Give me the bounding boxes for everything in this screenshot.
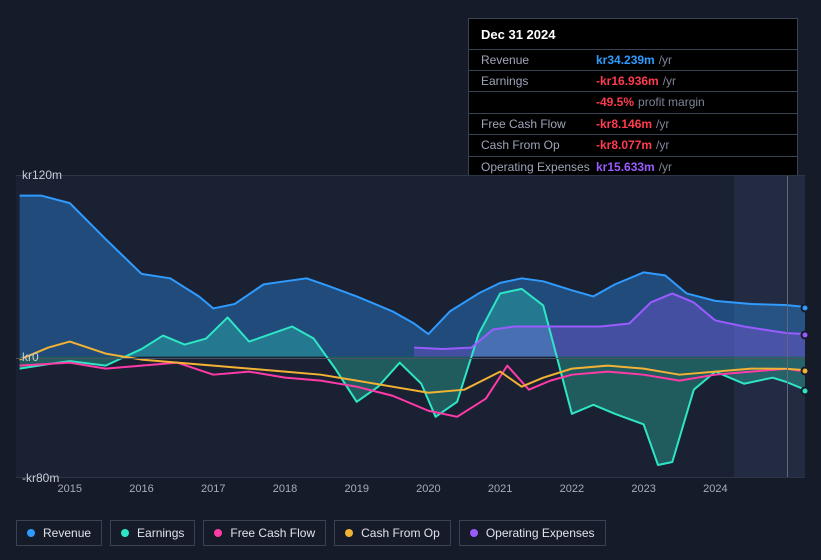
x-axis: 2015 2016 2017 2018 2019 2020 2021 2022 2023 2024 [16, 483, 805, 501]
vertical-marker [787, 176, 788, 477]
legend-label: Cash From Op [361, 526, 440, 540]
legend-label: Earnings [137, 526, 184, 540]
plot-area[interactable] [16, 175, 805, 478]
x-axis-label: 2024 [703, 483, 727, 495]
tooltip-value: -kr8.077m [596, 138, 652, 152]
tooltip-suffix: /yr [659, 53, 672, 67]
legend-dot-icon [121, 529, 129, 537]
legend-dot-icon [470, 529, 478, 537]
financials-chart: kr120mkr0-kr80m 201520162017201820192020… [16, 160, 805, 500]
x-axis-label: 2016 [129, 483, 153, 495]
series-end-dot [801, 367, 810, 376]
tooltip-value: -kr16.936m [596, 74, 659, 88]
series-end-dot [801, 387, 810, 396]
tooltip-row: -49.5% profit margin [469, 91, 797, 112]
tooltip-date: Dec 31 2024 [469, 19, 797, 49]
tooltip-suffix: /yr [656, 138, 669, 152]
zero-line [16, 358, 805, 359]
legend-label: Free Cash Flow [230, 526, 315, 540]
x-axis-label: 2020 [416, 483, 440, 495]
legend-dot-icon [345, 529, 353, 537]
x-axis-label: 2017 [201, 483, 225, 495]
legend-item-earnings[interactable]: Earnings [110, 520, 195, 546]
x-axis-label: 2023 [631, 483, 655, 495]
legend-item-cash-from-op[interactable]: Cash From Op [334, 520, 451, 546]
tooltip-row: Revenuekr34.239m/yr [469, 49, 797, 70]
tooltip-suffix: profit margin [638, 95, 705, 109]
tooltip-row: Free Cash Flow-kr8.146m/yr [469, 113, 797, 134]
tooltip-value: -49.5% [596, 95, 634, 109]
tooltip-label: Revenue [481, 53, 596, 67]
legend-label: Revenue [43, 526, 91, 540]
tooltip-label: Cash From Op [481, 138, 596, 152]
series-end-dot [801, 331, 810, 340]
tooltip-label: Earnings [481, 74, 596, 88]
tooltip-suffix: /yr [656, 117, 669, 131]
data-tooltip: Dec 31 2024 Revenuekr34.239m/yrEarnings-… [468, 18, 798, 178]
tooltip-row: Earnings-kr16.936m/yr [469, 70, 797, 91]
tooltip-value: -kr8.146m [596, 117, 652, 131]
legend-label: Operating Expenses [486, 526, 595, 540]
x-axis-label: 2021 [488, 483, 512, 495]
x-axis-label: 2015 [58, 483, 82, 495]
legend-item-operating-expenses[interactable]: Operating Expenses [459, 520, 606, 546]
legend-item-revenue[interactable]: Revenue [16, 520, 102, 546]
y-axis-label: kr120m [22, 168, 62, 182]
series-end-dot [801, 303, 810, 312]
tooltip-row: Cash From Op-kr8.077m/yr [469, 134, 797, 155]
x-axis-label: 2018 [273, 483, 297, 495]
tooltip-label: Free Cash Flow [481, 117, 596, 131]
tooltip-suffix: /yr [663, 74, 676, 88]
x-axis-label: 2019 [344, 483, 368, 495]
x-axis-label: 2022 [560, 483, 584, 495]
legend: Revenue Earnings Free Cash Flow Cash From O… [16, 520, 606, 546]
y-axis-label: kr0 [22, 350, 39, 364]
legend-dot-icon [27, 529, 35, 537]
legend-item-free-cash-flow[interactable]: Free Cash Flow [203, 520, 326, 546]
tooltip-value: kr34.239m [596, 53, 655, 67]
legend-dot-icon [214, 529, 222, 537]
